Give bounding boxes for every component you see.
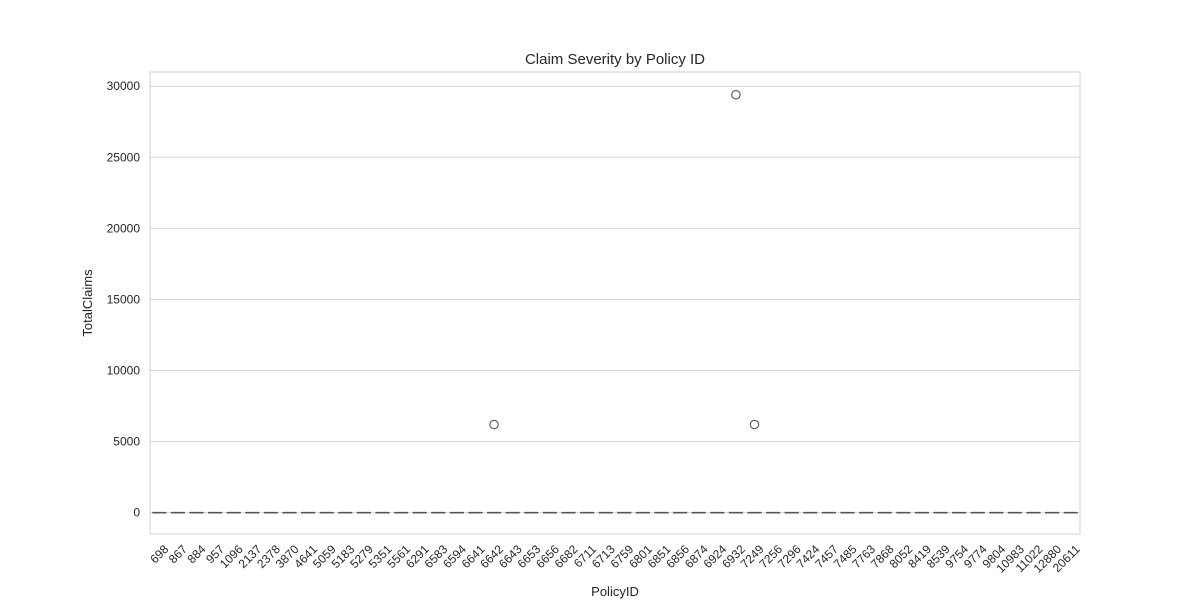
y-tick-label: 10000 xyxy=(107,364,141,378)
plot-frame xyxy=(149,71,1081,535)
y-axis-ticks: 0 5000 10000 15000 20000 25000 30000 xyxy=(107,79,141,519)
y-tick-label: 0 xyxy=(133,506,140,520)
y-tick-label: 15000 xyxy=(107,292,141,306)
chart-title: Claim Severity by Policy ID xyxy=(525,51,705,68)
outlier-point-6932 xyxy=(731,89,741,100)
y-tick-label: 5000 xyxy=(113,435,140,449)
x-axis-label: PolicyID xyxy=(591,584,639,599)
outlier-point-7249 xyxy=(749,419,760,430)
y-tick-label: 20000 xyxy=(107,221,141,235)
y-axis-label: TotalClaims xyxy=(80,269,95,337)
outlier-point-6642 xyxy=(489,419,499,430)
y-tick-label: 30000 xyxy=(107,79,141,93)
outlier-points xyxy=(489,89,760,430)
x-axis-ticks: 6988678849571096213723783870464150595183… xyxy=(147,542,1083,576)
grid-lines xyxy=(150,85,1080,514)
y-tick-label: 25000 xyxy=(107,150,141,164)
